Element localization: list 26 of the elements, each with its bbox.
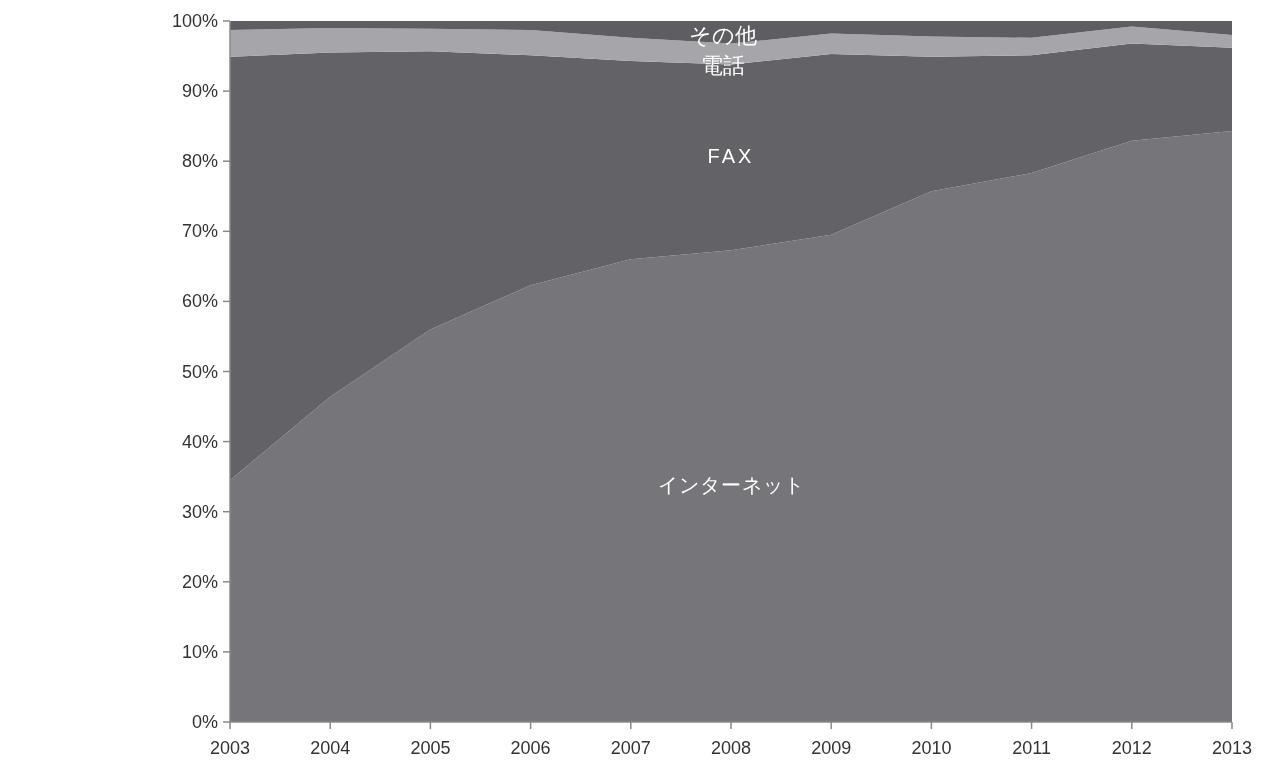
- series-label: その他: [689, 23, 757, 48]
- y-tick-label: 60%: [181, 291, 218, 312]
- y-tick-label: 20%: [181, 571, 218, 592]
- y-tick-label: 30%: [181, 501, 218, 522]
- y-tick-label: 10%: [181, 641, 218, 662]
- x-tick-label: 2003: [209, 738, 251, 758]
- y-tick-label: 90%: [181, 81, 218, 102]
- y-tick-label: 70%: [181, 221, 218, 242]
- x-tick-label: 2007: [610, 738, 651, 758]
- x-tick-label: 2013: [1211, 738, 1253, 758]
- y-tick-label: 0%: [191, 712, 218, 732]
- x-tick-label: 2012: [1111, 738, 1152, 758]
- x-tick-label: 2004: [310, 738, 351, 758]
- x-tick-label: 2008: [710, 738, 752, 758]
- x-tick-label: 2011: [1012, 738, 1051, 758]
- x-tick-label: 2005: [410, 738, 451, 758]
- x-tick-label: 2010: [911, 738, 952, 758]
- y-tick-label: 40%: [181, 431, 218, 452]
- y-tick-label: 50%: [181, 361, 218, 382]
- series-label: インターネット: [657, 474, 805, 497]
- y-tick-label: 80%: [181, 151, 218, 172]
- x-tick-label: 2009: [811, 738, 852, 758]
- series-label: FAX: [707, 145, 755, 168]
- x-tick-label: 2006: [510, 738, 551, 758]
- series-label: 電話: [701, 53, 745, 78]
- y-tick-label: 100%: [171, 11, 218, 31]
